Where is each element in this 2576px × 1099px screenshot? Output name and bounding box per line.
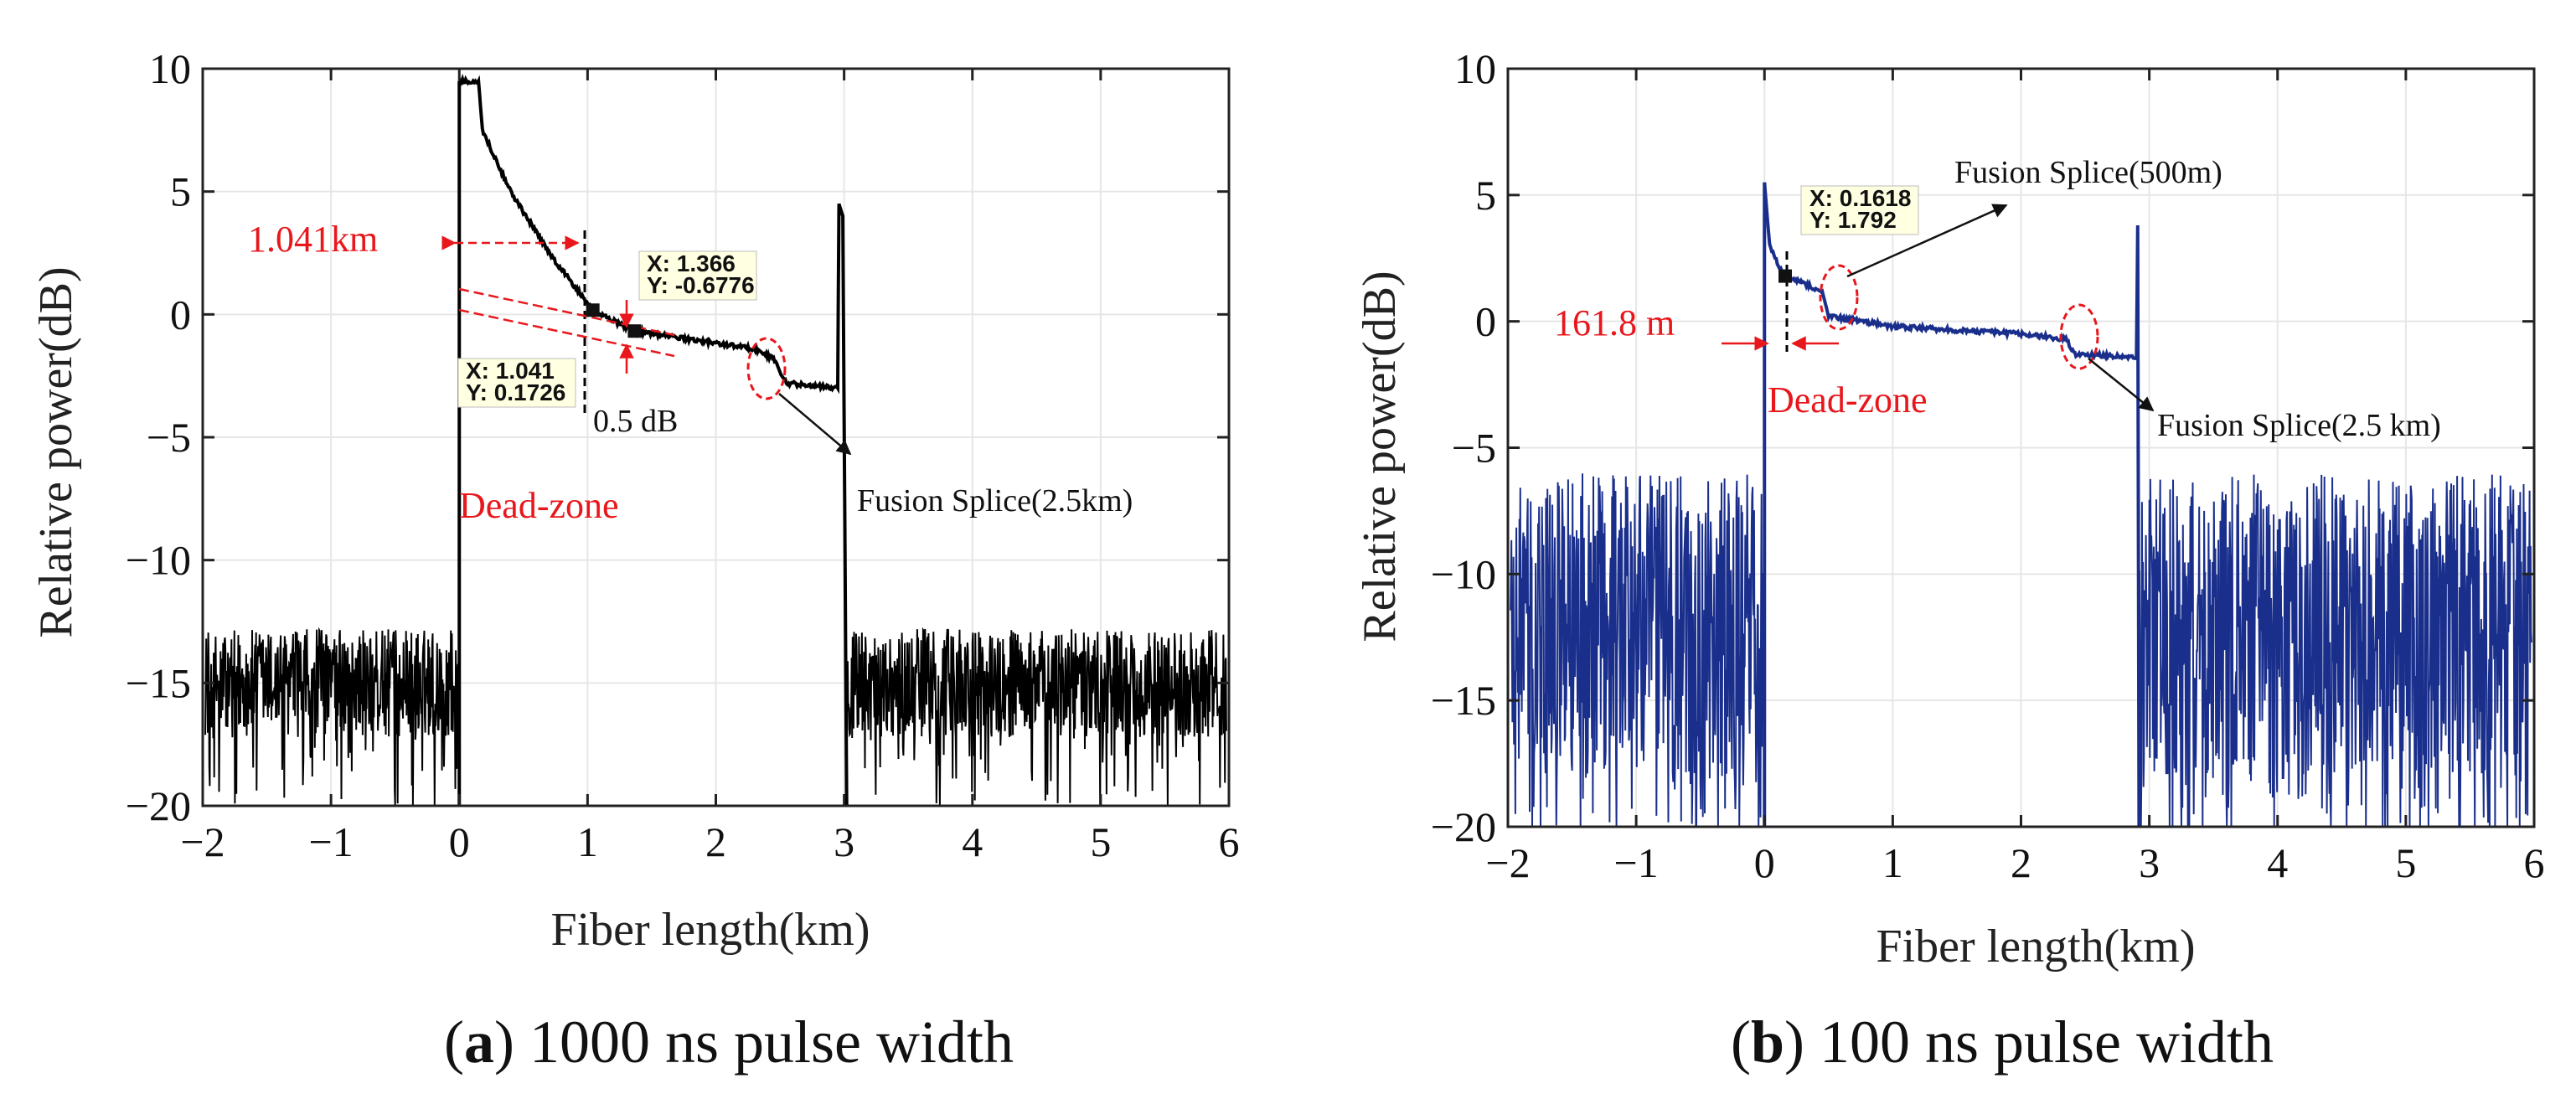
a-ytick-label-0: −20: [126, 782, 191, 829]
a-ytick-label-6: 10: [149, 45, 191, 92]
a-delta-label: 0.5 dB: [593, 404, 678, 439]
b-ytick-label-4: 0: [1475, 298, 1496, 345]
b-xlabel: Fiber length(km): [1876, 921, 2195, 973]
b-splice-label-1: Fusion Splice(500m): [1954, 155, 2222, 190]
a-xtick-label-3: 1: [577, 818, 598, 865]
b-ytick-label-6: 10: [1454, 45, 1496, 92]
b-splice-arrow-2: [2088, 358, 2155, 412]
a-ytick-label-5: 5: [170, 168, 191, 215]
a-datatip-1-box: [457, 358, 576, 408]
b-splice-marker-1: [1819, 264, 1859, 331]
a-xtick-label-2: 0: [449, 818, 470, 865]
b-datatip-1-x: X: 0.1618: [1809, 185, 1911, 211]
a-slope-line-2: [458, 308, 675, 358]
b-xtick-label-1: −1: [1614, 839, 1659, 886]
a-ytick-label-2: −10: [126, 537, 191, 584]
b-xtick-label-6: 4: [2267, 839, 2288, 886]
a-xtick-label-6: 4: [962, 818, 983, 865]
a-dead-zone-label: Dead-zone: [459, 485, 619, 526]
a-splice-arrow: [778, 393, 852, 456]
b-xtick-label-7: 5: [2395, 839, 2416, 886]
b-xtick-label-0: −2: [1485, 839, 1530, 886]
b-ytick-label-5: 5: [1475, 172, 1496, 219]
a-splice-label: Fusion Splice(2.5km): [857, 483, 1133, 519]
b-splice-arrow-1: [1846, 204, 2008, 278]
a-ylabel: Relative power(dB): [30, 266, 82, 637]
b-datatip-1: X: 0.1618 Y: 1.792: [1778, 185, 1919, 283]
a-datatip-2-box: [638, 250, 757, 301]
b-ytick-label-0: −20: [1431, 803, 1496, 850]
b-splice-label-2: Fusion Splice(2.5 km): [2157, 408, 2441, 443]
b-xtick-label-4: 2: [2011, 839, 2031, 886]
b-xtick-label-5: 3: [2139, 839, 2160, 886]
b-distance-label: 161.8 m: [1554, 302, 1675, 343]
a-noise-trace: [204, 80, 1227, 807]
b-noise-region-1: [2138, 474, 2532, 828]
b-datatip-1-marker: [1778, 269, 1793, 283]
a-splice-marker: [746, 337, 787, 400]
a-xtick-label-8: 6: [1219, 818, 1240, 865]
a-datatip-1: X: 1.041 Y: 0.1726: [457, 303, 600, 408]
b-xtick-label-8: 6: [2524, 839, 2545, 886]
a-xtick-label-4: 2: [705, 818, 726, 865]
a-xtick-label-5: 3: [834, 818, 854, 865]
a-xtick-label-1: −1: [309, 818, 354, 865]
a-xtick-label-0: −2: [180, 818, 225, 865]
b-ytick-label-3: −5: [1452, 425, 1496, 472]
a-distance-label: 1.041km: [248, 219, 378, 260]
a-datatip-2-y: Y: -0.6776: [647, 272, 755, 298]
a-ytick-label-3: −5: [147, 414, 191, 461]
a-datatip-1-y: Y: 0.1726: [466, 379, 565, 405]
b-datatip-1-y: Y: 1.792: [1809, 207, 1897, 233]
b-splice-marker-2: [2059, 303, 2099, 370]
a-datatip-1-marker: [586, 303, 600, 317]
b-ytick-label-1: −15: [1431, 677, 1496, 724]
a-otdr-trace: [457, 73, 849, 807]
a-datatip-1-x: X: 1.041: [466, 358, 555, 384]
b-datatip-1-box: [1800, 185, 1919, 235]
b-ylabel: Relative power(dB): [1354, 271, 1406, 642]
b-noise-trace: [1510, 182, 2532, 828]
b-xtick-label-3: 1: [1882, 839, 1903, 886]
a-xtick-label-7: 5: [1090, 818, 1111, 865]
b-noise-region-0: [1510, 473, 1766, 828]
b-ytick-label-2: −10: [1431, 550, 1496, 597]
b-xtick-label-2: 0: [1754, 839, 1775, 886]
a-datatip-2: X: 1.366 Y: -0.6776: [627, 250, 757, 338]
a-noise-region-0: [204, 627, 461, 807]
a-ytick-label-4: 0: [170, 291, 191, 338]
b-otdr-trace: [1763, 182, 2141, 828]
a-datatip-2-x: X: 1.366: [647, 250, 736, 276]
a-datatip-2-marker: [627, 324, 642, 338]
b-dead-zone-label: Dead-zone: [1768, 379, 1928, 421]
a-ytick-label-1: −15: [126, 659, 191, 706]
a-caption: (a) 1000 ns pulse width: [444, 1009, 1014, 1076]
a-xlabel: Fiber length(km): [550, 904, 870, 956]
a-noise-region-1: [845, 627, 1227, 807]
b-caption: (b) 100 ns pulse width: [1731, 1009, 2274, 1076]
